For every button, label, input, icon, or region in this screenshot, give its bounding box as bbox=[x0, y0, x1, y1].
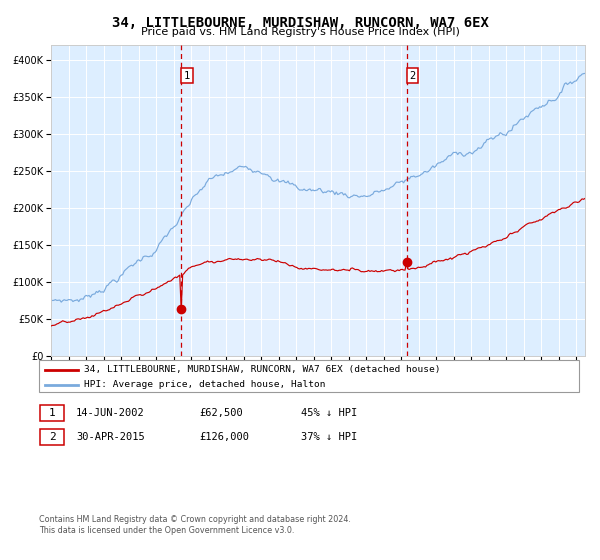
Text: 37% ↓ HPI: 37% ↓ HPI bbox=[301, 432, 358, 442]
Text: £62,500: £62,500 bbox=[199, 408, 243, 418]
Text: HPI: Average price, detached house, Halton: HPI: Average price, detached house, Halt… bbox=[84, 380, 325, 389]
Text: 34, LITTLEBOURNE, MURDISHAW, RUNCORN, WA7 6EX: 34, LITTLEBOURNE, MURDISHAW, RUNCORN, WA… bbox=[112, 16, 488, 30]
Text: 45% ↓ HPI: 45% ↓ HPI bbox=[301, 408, 358, 418]
Text: 2: 2 bbox=[410, 71, 416, 81]
Bar bbox=[181, 45, 407, 356]
Text: Contains HM Land Registry data © Crown copyright and database right 2024.: Contains HM Land Registry data © Crown c… bbox=[39, 515, 351, 524]
Text: 2: 2 bbox=[49, 432, 56, 442]
Text: 30-APR-2015: 30-APR-2015 bbox=[76, 432, 145, 442]
Text: 1: 1 bbox=[49, 408, 56, 418]
Text: This data is licensed under the Open Government Licence v3.0.: This data is licensed under the Open Gov… bbox=[39, 526, 295, 535]
Text: 1: 1 bbox=[184, 71, 190, 81]
Text: 14-JUN-2002: 14-JUN-2002 bbox=[76, 408, 145, 418]
Text: Price paid vs. HM Land Registry's House Price Index (HPI): Price paid vs. HM Land Registry's House … bbox=[140, 27, 460, 37]
Text: £126,000: £126,000 bbox=[199, 432, 249, 442]
Text: 34, LITTLEBOURNE, MURDISHAW, RUNCORN, WA7 6EX (detached house): 34, LITTLEBOURNE, MURDISHAW, RUNCORN, WA… bbox=[84, 365, 440, 374]
